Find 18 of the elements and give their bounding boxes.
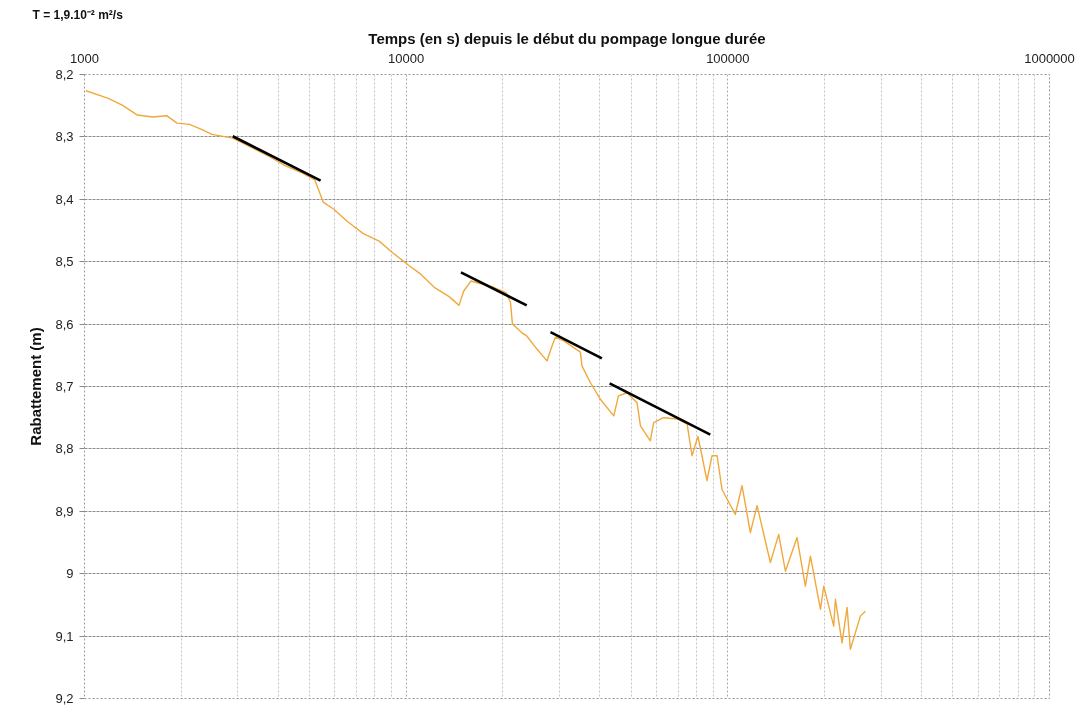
- y-tick-label: 8,7: [55, 379, 74, 394]
- y-tick-label: 9,2: [55, 691, 74, 706]
- text: T = 1,9.10⁻² m²/s: [32, 7, 124, 22]
- x-tick-label: 10000: [388, 50, 425, 66]
- x-tick-label: 1000000: [1024, 50, 1075, 66]
- y-tick-label: 9: [66, 566, 74, 582]
- y-tick-label: 8,5: [55, 254, 74, 270]
- y-axis-title: Rabattement (m): [27, 327, 45, 446]
- x-axis-title: Temps (en s) depuis le début du pompage longue durée: [368, 29, 766, 47]
- y-tick-label: 8,6: [55, 316, 74, 332]
- y-tick-label: 9,1: [55, 628, 74, 644]
- x-tick-label: 1000: [70, 50, 99, 66]
- x-tick-label: 100000: [706, 50, 750, 66]
- y-tick-label: 8,3: [55, 129, 74, 145]
- y-tick-label: 8,8: [55, 441, 74, 457]
- y-tick-label: 8,9: [55, 503, 74, 519]
- y-tick-label: 8,2: [55, 67, 74, 82]
- y-tick-label: 8,4: [55, 191, 74, 207]
